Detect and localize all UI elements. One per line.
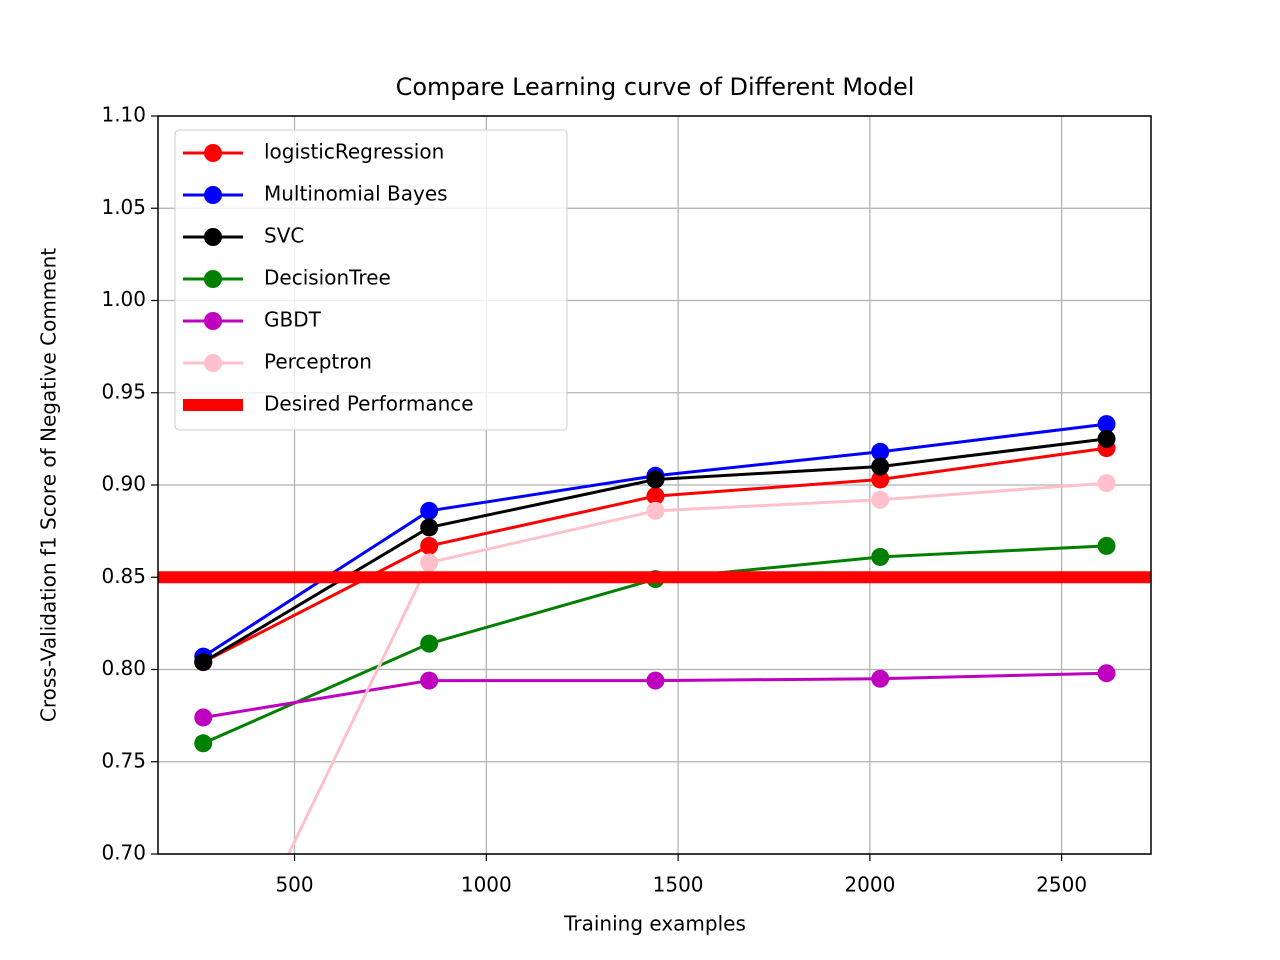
- legend-label: Desired Performance: [264, 392, 474, 416]
- plot-area: [158, 415, 1151, 854]
- data-point: [1097, 429, 1116, 448]
- data-point: [194, 734, 213, 753]
- legend-marker: [204, 228, 222, 246]
- legend-marker: [204, 186, 222, 204]
- x-tick-label: 2500: [1036, 873, 1087, 897]
- legend-marker: [204, 354, 222, 372]
- data-point: [871, 547, 890, 566]
- legend-label: DecisionTree: [264, 266, 391, 290]
- data-point: [871, 442, 890, 461]
- data-point: [194, 653, 213, 672]
- data-point: [871, 470, 890, 489]
- y-tick-label: 0.95: [101, 379, 146, 403]
- data-point: [420, 536, 439, 555]
- legend-marker: [204, 270, 222, 288]
- data-point: [420, 634, 439, 653]
- y-tick-label: 0.80: [101, 656, 146, 680]
- x-tick-label: 1500: [653, 873, 704, 897]
- legend-marker: [204, 144, 222, 162]
- data-point: [646, 501, 665, 520]
- y-tick-label: 0.75: [101, 748, 146, 772]
- data-point: [646, 487, 665, 506]
- data-point: [871, 669, 890, 688]
- data-point: [194, 708, 213, 727]
- y-tick-label: 1.10: [101, 103, 146, 127]
- data-point: [646, 470, 665, 489]
- data-point: [420, 501, 439, 520]
- data-point: [420, 671, 439, 690]
- legend-box: [174, 129, 568, 431]
- legend-label: Perceptron: [264, 350, 372, 374]
- x-axis-label: Training examples: [563, 912, 746, 936]
- legend-label: Multinomial Bayes: [264, 182, 448, 206]
- x-tick-label: 500: [275, 873, 313, 897]
- data-point: [1097, 664, 1116, 683]
- legend-label: logisticRegression: [264, 140, 444, 164]
- chart-title: Compare Learning curve of Different Mode…: [396, 73, 915, 101]
- y-tick-label: 0.70: [101, 841, 146, 865]
- data-point: [420, 518, 439, 537]
- y-tick-label: 1.05: [101, 195, 146, 219]
- data-point: [1097, 474, 1116, 493]
- ticks: 0.70 0.75 0.80 0.85 0.90 0.95 1.00 1.05 1.10 500 1…: [101, 103, 1087, 897]
- x-tick-label: 2000: [844, 873, 895, 897]
- data-point: [646, 671, 665, 690]
- legend-label: SVC: [264, 224, 304, 248]
- data-point: [420, 553, 439, 572]
- data-point: [871, 457, 890, 476]
- legend-marker: [204, 312, 222, 330]
- legend: logisticRegression Multinomial Bayes SVC De…: [174, 129, 568, 431]
- data-point: [871, 490, 890, 509]
- y-tick-label: 0.90: [101, 472, 146, 496]
- legend-label: GBDT: [264, 308, 322, 332]
- y-tick-label: 1.00: [101, 287, 146, 311]
- y-tick-label: 0.85: [101, 564, 146, 588]
- y-axis-label: Cross-Validation f1 Score of Negative Co…: [37, 248, 61, 722]
- data-point: [1097, 415, 1116, 434]
- x-tick-label: 1000: [461, 873, 512, 897]
- data-point: [1097, 536, 1116, 555]
